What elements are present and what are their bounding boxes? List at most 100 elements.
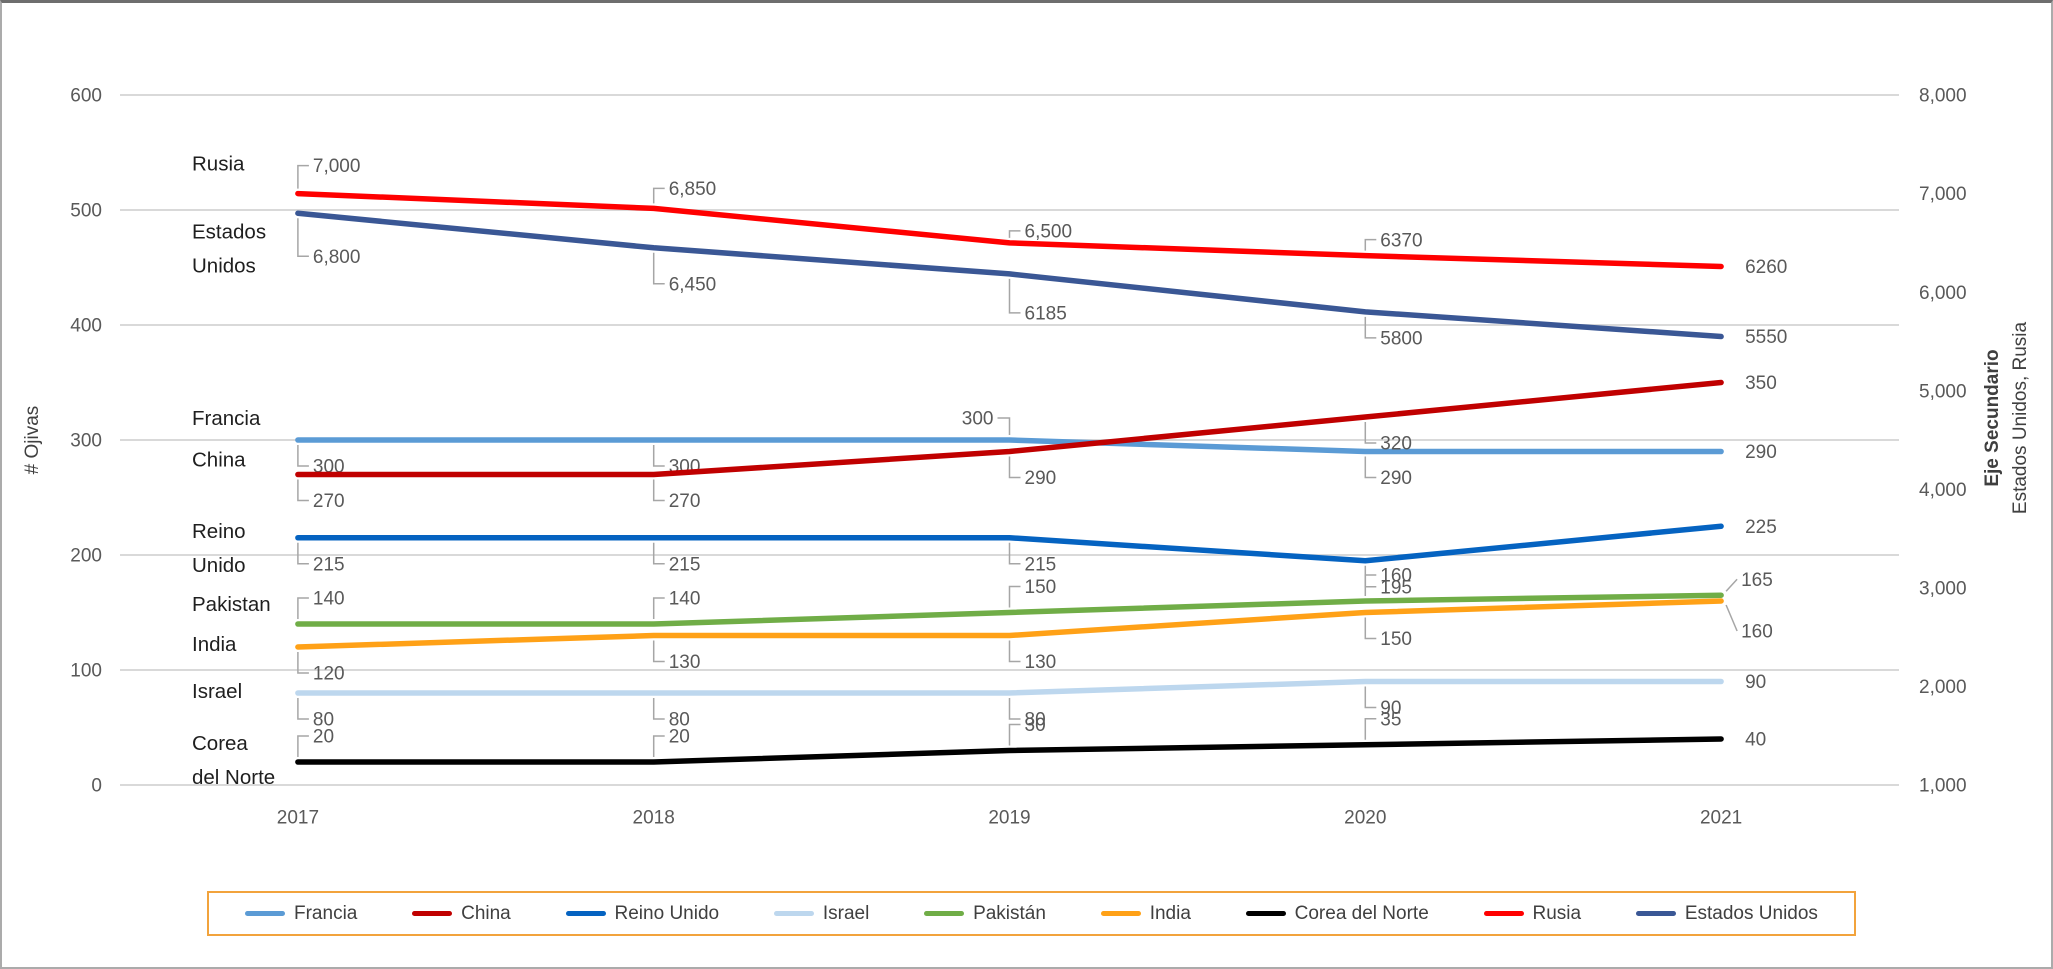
data-label: 6260 <box>1745 257 1787 278</box>
legend-label-francia: Francia <box>294 902 358 924</box>
data-label: 6,850 <box>669 179 717 200</box>
legend-item-reino-unido: Reino Unido <box>565 902 720 925</box>
y-left-tick-label: 200 <box>70 546 102 567</box>
y-right-axis-subtitle: Estados Unidos, Rusia <box>2010 321 2031 514</box>
data-label-connector <box>1725 578 1738 592</box>
data-label: 6,450 <box>669 274 717 295</box>
x-axis: 2017 2018 2019 2020 2021 <box>277 808 1742 829</box>
data-label-connector <box>297 218 309 258</box>
y-right-tick-label: 3,000 <box>1919 579 1967 600</box>
data-label-connector <box>1364 617 1377 640</box>
series-rusia: Rusia 7,000 6,850 6,500 6370 6260 <box>192 153 1787 278</box>
legend-swatch-china <box>412 910 453 917</box>
legend-item-india: India <box>1100 903 1191 925</box>
legend-swatch-india <box>1100 910 1141 917</box>
legend-label-pakist-n: Pakistán <box>973 902 1046 924</box>
data-label-connector <box>652 445 665 467</box>
data-label: 270 <box>669 491 701 512</box>
series-line-rusia <box>295 190 1724 270</box>
data-label: 215 <box>669 554 701 575</box>
data-label: 35 <box>1380 709 1401 730</box>
y-axis-left: 0 100 200 300 400 500 600 <box>70 86 102 797</box>
data-label: 40 <box>1745 730 1766 751</box>
data-label: 290 <box>1380 468 1412 489</box>
series-china: China 270 270 290 320 350 <box>192 373 1777 512</box>
data-label-connector <box>652 252 665 285</box>
data-label-connector <box>297 735 309 757</box>
data-label: 120 <box>313 664 345 685</box>
series-line-israel <box>295 678 1724 696</box>
data-label-connector <box>297 542 309 565</box>
data-label-connector <box>997 417 1011 435</box>
legend-item-china: China <box>412 903 511 925</box>
series-corea-del-norte: Corea del Norte 20 20 30 35 40 <box>192 709 1766 789</box>
legend-label-reino-unido: Reino Unido <box>614 902 720 924</box>
series-name-label-india: India <box>192 633 237 656</box>
data-label: 90 <box>1380 698 1401 719</box>
data-label-connector <box>1008 698 1021 720</box>
series-line-corea-del-norte <box>295 736 1724 765</box>
legend-swatch-reino-unido <box>565 910 606 917</box>
legend-label-rusia: Rusia <box>1532 902 1582 924</box>
legend: Francia China Reino Unido Israel Pakistán Ind… <box>207 891 1856 936</box>
data-label-connector <box>1364 238 1377 251</box>
data-label-connector <box>652 542 665 565</box>
y-left-tick-label: 400 <box>70 316 102 337</box>
series-name-label-china: China <box>192 449 246 472</box>
data-label-connector <box>1008 278 1021 314</box>
y-right-tick-label: 7,000 <box>1919 184 1967 205</box>
data-label: 225 <box>1745 517 1777 538</box>
legend-item-pakist-n: Pakistán <box>924 903 1046 925</box>
legend-swatch-corea-del-norte <box>1245 910 1286 917</box>
x-axis-tick-label: 2018 <box>633 808 675 829</box>
data-label: 150 <box>1380 629 1412 650</box>
series-line-india <box>295 598 1724 650</box>
y-axis-right: 1,000 2,000 3,000 4,000 5,000 6,000 7,000 8,000 <box>1919 86 1967 797</box>
y-right-tick-label: 6,000 <box>1919 283 1967 304</box>
series-line-estados-unidos <box>295 210 1724 340</box>
legend-swatch-israel <box>773 910 814 917</box>
data-label: 140 <box>669 589 701 610</box>
series-india: India 120 130 130 150 160 <box>192 598 1773 685</box>
data-label-connector <box>1008 456 1021 479</box>
y-right-tick-label: 1,000 <box>1919 776 1967 797</box>
legend-label-corea-del-norte: Corea del Norte <box>1294 902 1429 924</box>
data-label-connector <box>1364 565 1377 588</box>
data-label: 290 <box>1025 468 1057 489</box>
data-label: 20 <box>669 727 690 748</box>
data-label-connector <box>297 445 309 467</box>
data-label: 195 <box>1380 577 1412 598</box>
legend-item-estados-unidos: Estados Unidos <box>1635 903 1818 925</box>
data-label-connector <box>652 597 665 619</box>
y-left-tick-label: 0 <box>91 776 102 797</box>
data-label: 80 <box>669 710 690 731</box>
data-label-connector <box>1008 585 1021 608</box>
data-label: 5800 <box>1380 329 1422 350</box>
y-left-tick-label: 600 <box>70 86 102 107</box>
legend-swatch-rusia <box>1483 910 1524 917</box>
data-label-connector <box>1008 640 1021 663</box>
series-name-label-israel: Israel <box>192 680 242 703</box>
y-right-tick-label: 5,000 <box>1919 381 1967 402</box>
data-label: 30 <box>1025 715 1046 736</box>
data-label-connector <box>1364 686 1377 709</box>
data-label-connector <box>297 479 309 502</box>
series-name-label-reino-unido: Reino Unido <box>192 520 246 577</box>
line-chart: 0 100 200 300 400 500 600 1,000 2,000 3,000 4,000 5… <box>22 86 2031 829</box>
y-right-axis-title: Eje Secundario <box>1982 349 2003 486</box>
data-label: 160 <box>1380 566 1412 587</box>
data-label: 140 <box>313 589 345 610</box>
series-line-reino-unido <box>295 523 1724 564</box>
legend-label-israel: Israel <box>822 902 870 924</box>
y-left-tick-label: 500 <box>70 201 102 222</box>
series-pakist-n: Pakistan 140 140 150 160 165 <box>192 566 1773 627</box>
data-label-connector <box>652 479 665 502</box>
data-label-connector <box>1364 718 1377 740</box>
legend-item-israel: Israel <box>773 902 870 925</box>
series-name-label-francia: Francia <box>192 407 261 430</box>
series-estados-unidos: Estados Unidos 6,800 6,450 6185 5800 5550 <box>192 210 1787 350</box>
data-label: 320 <box>1380 434 1412 455</box>
data-label-connector <box>1008 542 1021 565</box>
data-label: 150 <box>1025 577 1057 598</box>
